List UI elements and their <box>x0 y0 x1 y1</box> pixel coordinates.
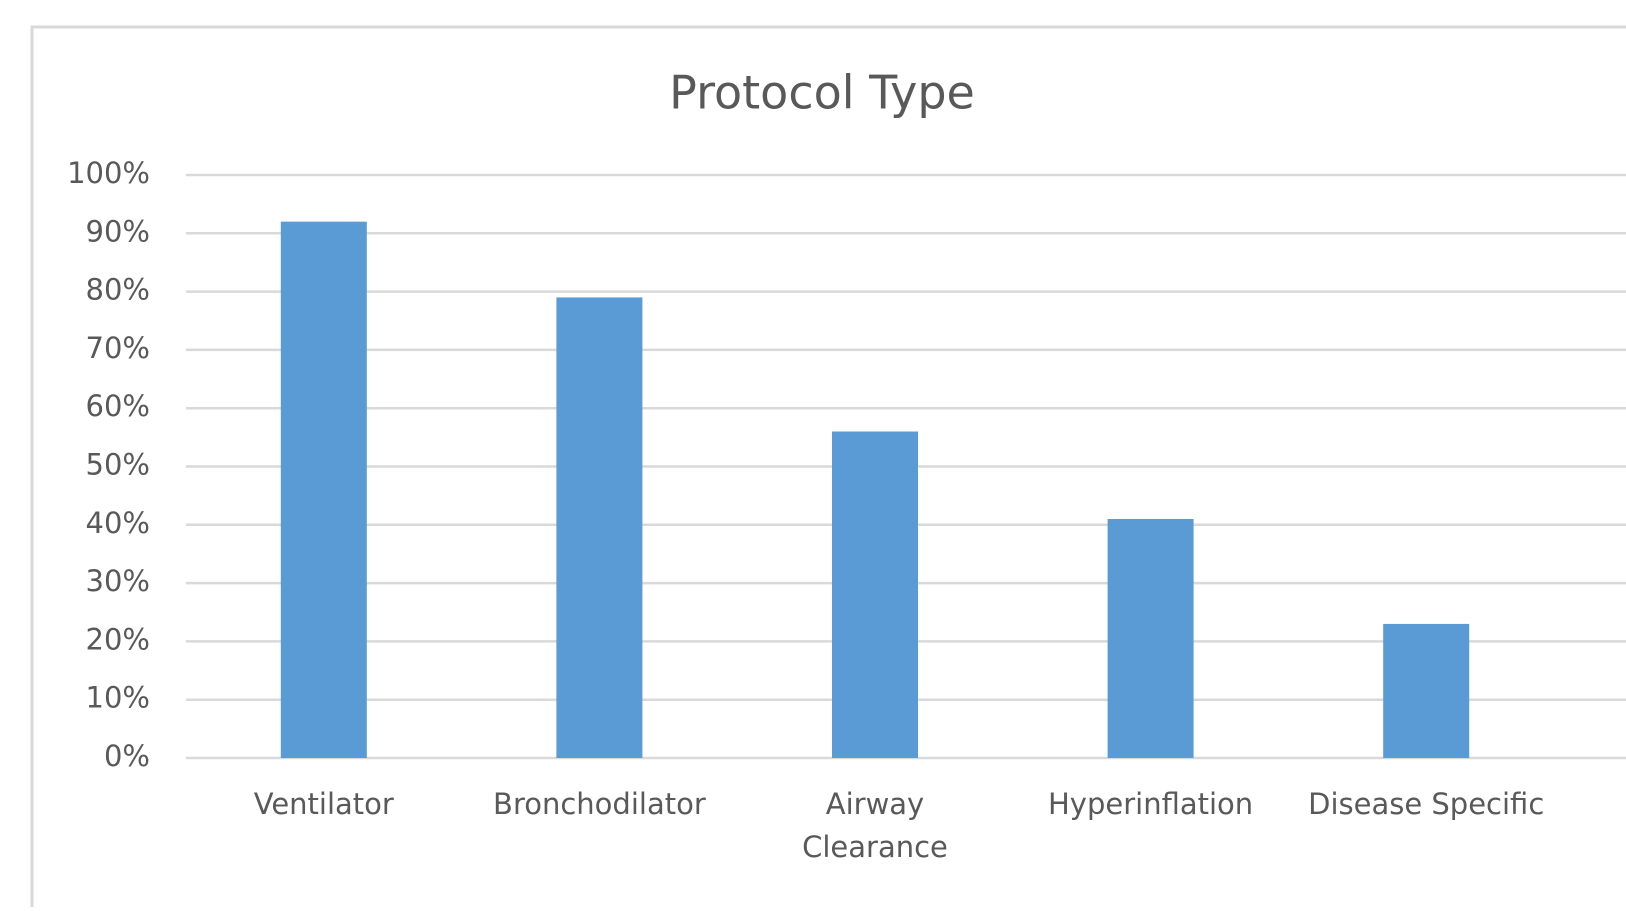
bar <box>556 297 643 758</box>
bar <box>1383 623 1470 758</box>
y-tick-label: 0% <box>104 739 150 773</box>
y-tick-label: 10% <box>86 681 150 715</box>
y-tick-label: 50% <box>86 448 150 482</box>
y-tick-label: 30% <box>86 564 150 598</box>
y-tick-label: 80% <box>86 273 150 307</box>
y-tick-label: 70% <box>86 331 150 365</box>
x-tick-label: Hyperinflation <box>1048 787 1253 821</box>
y-tick-label: 40% <box>86 506 150 540</box>
x-tick-label: Disease Specific <box>1308 787 1544 821</box>
bar <box>280 221 367 758</box>
x-tick-label: Airway Clearance <box>802 787 948 864</box>
bar <box>1107 518 1194 758</box>
y-tick-label: 20% <box>86 622 150 656</box>
y-tick-label: 100% <box>67 156 150 190</box>
chart-title: Protocol Type <box>669 66 975 120</box>
bar <box>832 431 918 758</box>
y-tick-label: 60% <box>86 389 150 423</box>
x-tick-label: Bronchodilator <box>493 787 706 821</box>
y-tick-label: 90% <box>86 214 150 248</box>
x-tick-label: Ventilator <box>254 787 394 821</box>
